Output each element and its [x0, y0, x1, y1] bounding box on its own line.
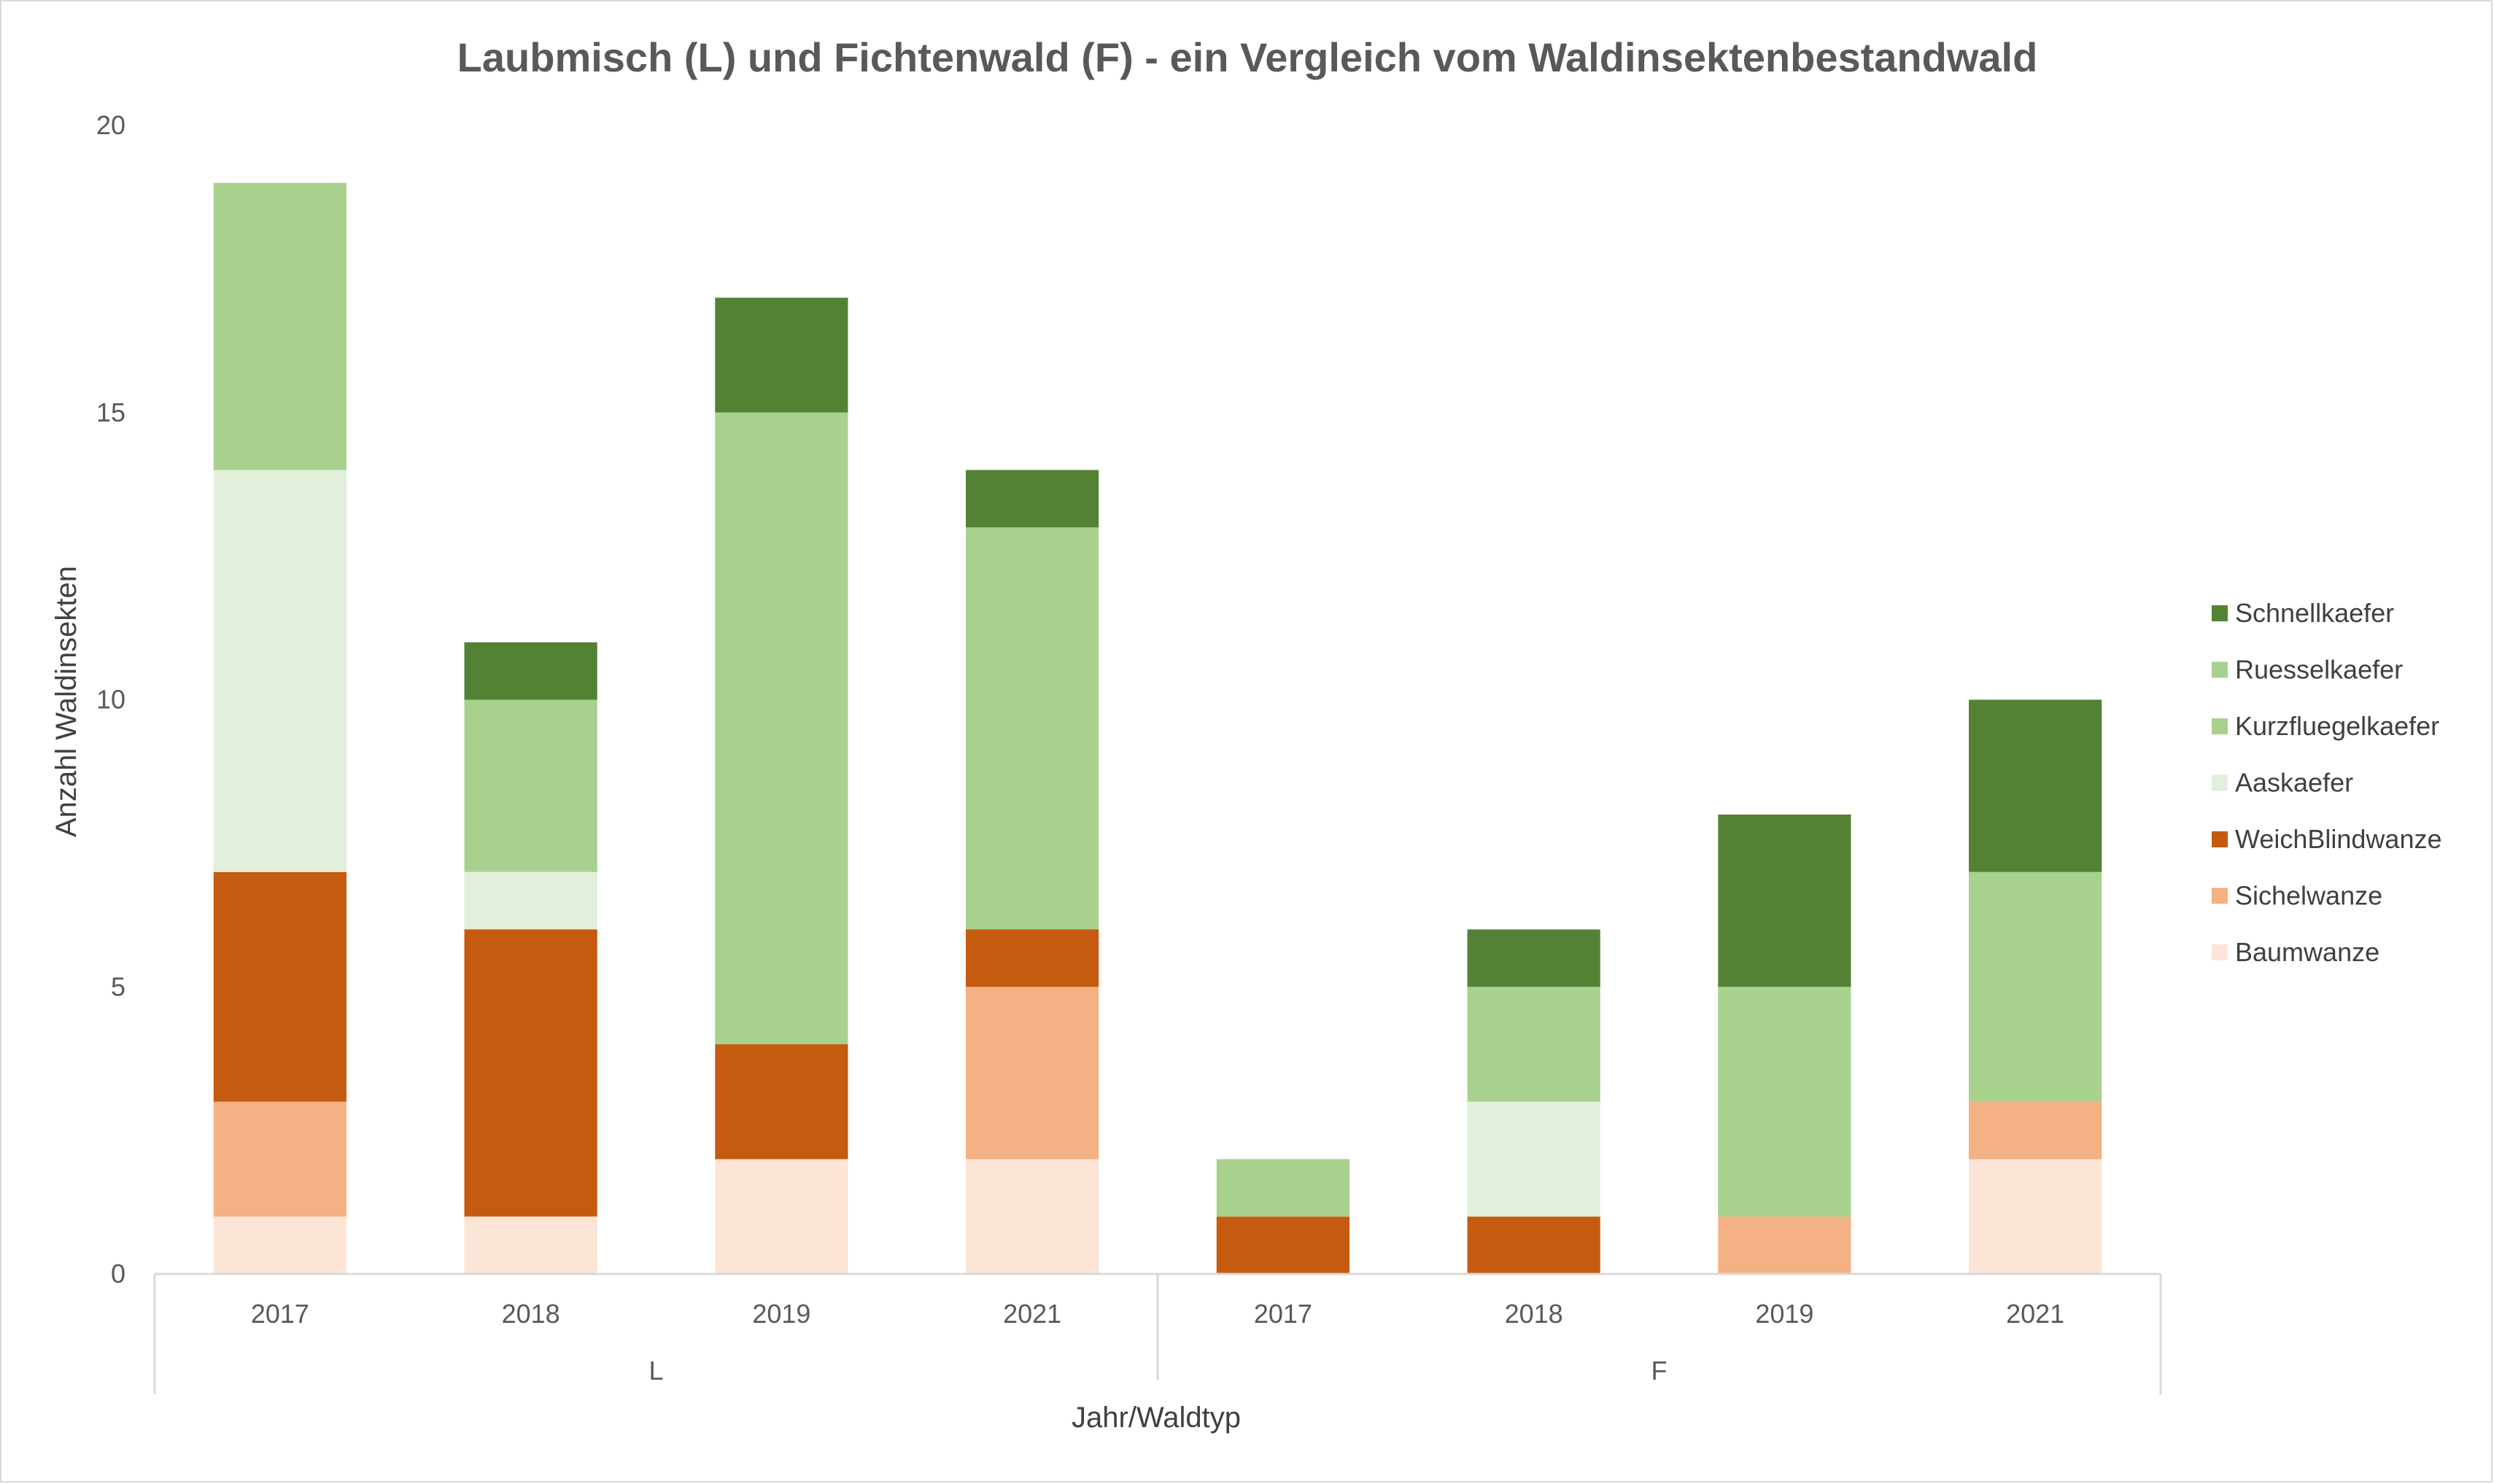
x-tick-label: 2017 [1254, 1299, 1312, 1329]
x-axis-title: Jahr/Waldtyp [1072, 1402, 1241, 1434]
bars [213, 182, 2102, 1274]
legend-swatch [2212, 774, 2228, 791]
x-tick-label: 2018 [1505, 1299, 1563, 1329]
y-tick-label: 5 [111, 971, 125, 1001]
bar-segment-weichblindwanze [464, 929, 597, 1217]
bar-segment-baumwanze [213, 1216, 346, 1274]
bar-segment-kurzfluegelkaefer [966, 527, 1099, 930]
bar-segment-kurzfluegelkaefer [464, 699, 597, 872]
y-axis-title: Anzahl Waldinsekten [50, 566, 82, 837]
bar-segment-aaskaefer [213, 470, 346, 872]
x-tick-label: 2019 [1755, 1299, 1813, 1329]
y-tick-label: 0 [111, 1259, 125, 1289]
x-axis: 2017 2018 2019 2021 L 2017 2018 2019 2021 F [153, 1273, 2162, 1394]
bar-segment-sichelwanze [1718, 1216, 1851, 1274]
legend-label: Aaskaefer [2235, 768, 2353, 798]
bar-segment-weichblindwanze [1216, 1216, 1349, 1274]
legend-swatch [2212, 661, 2228, 678]
bar-segment-kurzfluegelkaefer [213, 182, 346, 470]
legend-swatch [2212, 718, 2228, 734]
bar-segment-kurzfluegelkaefer [1467, 987, 1600, 1102]
bar-segment-sichelwanze [966, 987, 1099, 1159]
y-tick-label: 20 [96, 110, 125, 140]
bar-segment-schnellkaefer [966, 470, 1099, 528]
bar-segment-weichblindwanze [213, 871, 346, 1102]
legend-label: Sichelwanze [2235, 881, 2382, 911]
legend: Schnellkaefer Ruesselkaefer Kurzfluegelkae… [2212, 598, 2441, 967]
bar-segment-sichelwanze [213, 1101, 346, 1217]
y-axis-ticks: 0 5 10 15 20 [96, 110, 125, 1289]
legend-label: Ruesselkaefer [2235, 655, 2403, 685]
bar-segment-schnellkaefer [715, 298, 848, 413]
bar-segment-schnellkaefer [1718, 815, 1851, 987]
bar-segment-weichblindwanze [966, 929, 1099, 987]
x-tick-label: 2021 [1003, 1299, 1061, 1329]
x-tick-label: 2019 [752, 1299, 810, 1329]
bar-segment-baumwanze [715, 1159, 848, 1274]
bar-segment-aaskaefer [464, 871, 597, 930]
bar-segment-baumwanze [1969, 1159, 2102, 1274]
bar-segment-kurzfluegelkaefer [1718, 987, 1851, 1217]
y-tick-label: 10 [96, 685, 125, 715]
x-tick-label: 2017 [251, 1299, 309, 1329]
y-tick-label: 15 [96, 397, 125, 427]
bar-segment-weichblindwanze [1467, 1216, 1600, 1274]
x-tick-label: 2018 [502, 1299, 560, 1329]
legend-label: Baumwanze [2235, 937, 2379, 967]
bar-segment-schnellkaefer [1969, 699, 2102, 872]
legend-label: Kurzfluegelkaefer [2235, 711, 2439, 741]
bar-segment-baumwanze [966, 1159, 1099, 1274]
x-group-label: F [1651, 1356, 1668, 1386]
bar-segment-baumwanze [464, 1216, 597, 1274]
bar-segment-schnellkaefer [1467, 929, 1600, 987]
legend-swatch [2212, 944, 2228, 960]
legend-swatch [2212, 887, 2228, 904]
chart-title: Laubmisch (L) und Fichtenwald (F) - ein … [457, 34, 2038, 80]
x-tick-label: 2021 [2006, 1299, 2064, 1329]
bar-segment-kurzfluegelkaefer [1216, 1159, 1349, 1217]
bar-segment-aaskaefer [1467, 1101, 1600, 1217]
legend-swatch [2212, 831, 2228, 847]
x-group-label: L [648, 1356, 663, 1386]
bar-segment-sichelwanze [1969, 1101, 2102, 1159]
bar-segment-kurzfluegelkaefer [715, 412, 848, 1044]
legend-label: Schnellkaefer [2235, 598, 2394, 628]
legend-swatch [2212, 605, 2228, 621]
bar-segment-kurzfluegelkaefer [1969, 871, 2102, 1102]
bar-segment-weichblindwanze [715, 1044, 848, 1159]
legend-label: WeichBlindwanze [2235, 824, 2441, 854]
bar-segment-schnellkaefer [464, 642, 597, 700]
